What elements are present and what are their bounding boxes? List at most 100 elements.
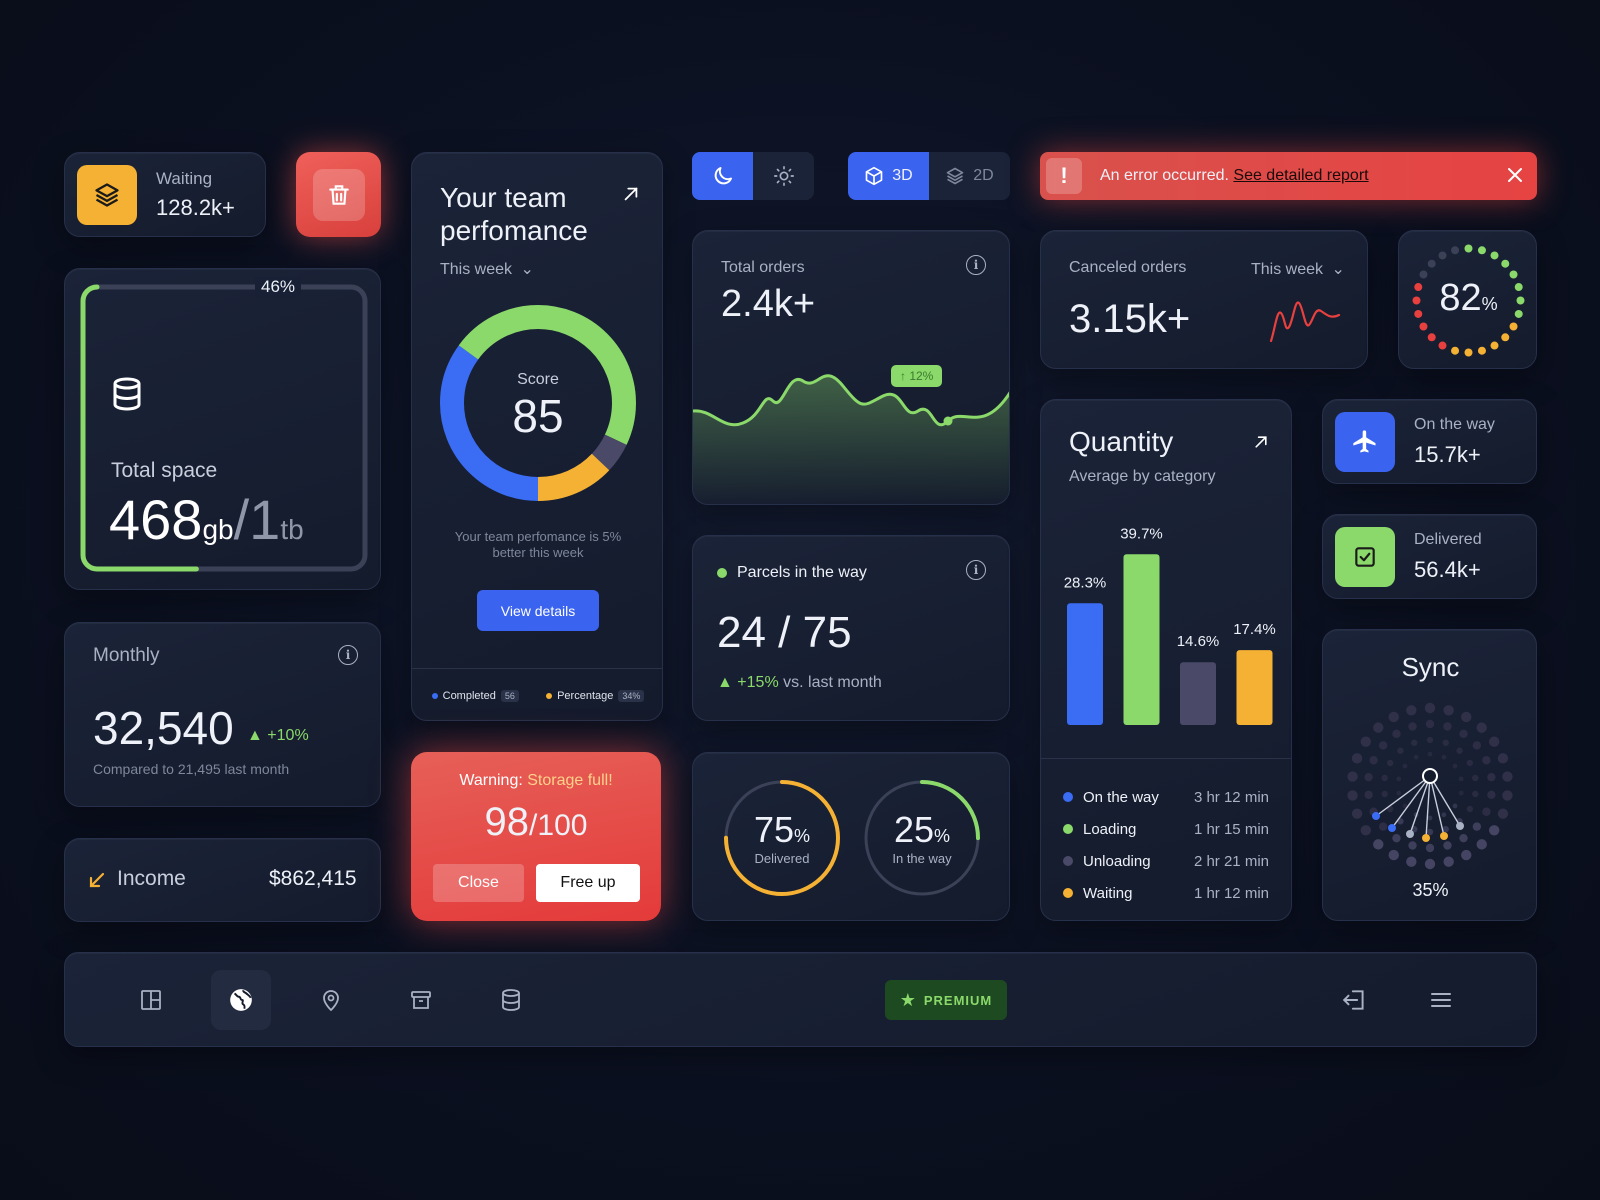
legend-item: Waiting 1 hr 12 min	[1063, 877, 1269, 909]
nav-location-button[interactable]	[301, 970, 361, 1030]
nav-archive-button[interactable]	[391, 970, 451, 1030]
menu-button[interactable]	[1411, 970, 1471, 1030]
score-value: 85	[512, 390, 564, 442]
alert-icon: !	[1046, 158, 1082, 194]
info-icon[interactable]: i	[338, 645, 358, 665]
mode-2d-button[interactable]: 2D	[929, 152, 1010, 200]
arrow-up-right-icon[interactable]	[622, 185, 640, 203]
sync-dot	[1472, 774, 1479, 782]
gauge-dot	[1516, 296, 1525, 305]
sync-dot	[1456, 747, 1463, 754]
delivered-ring	[724, 780, 840, 896]
nav-database-button[interactable]	[481, 970, 541, 1030]
nav-globe-button[interactable]	[211, 970, 271, 1030]
sync-dot	[1408, 722, 1417, 731]
team-period-dropdown[interactable]: This week ⌄	[440, 261, 534, 278]
team-note: Your team perfomance is 5% better this w…	[454, 529, 622, 560]
delivered-value: 56.4k+	[1414, 557, 1481, 582]
detailed-report-link[interactable]: See detailed report	[1233, 167, 1369, 184]
sync-dot	[1396, 790, 1402, 796]
sync-dot	[1466, 759, 1474, 767]
sync-title: Sync	[1401, 652, 1460, 682]
premium-badge[interactable]: ★ PREMIUM	[885, 980, 1007, 1020]
plane-icon	[1335, 412, 1395, 472]
info-icon[interactable]: i	[966, 255, 986, 275]
hamburger-menu-icon	[1431, 993, 1451, 1007]
mode-3d-button[interactable]: 3D	[848, 152, 929, 200]
gauge-dot	[1414, 309, 1423, 318]
canceled-orders-card: Canceled orders This week ⌄ 3.15k+	[1040, 230, 1368, 369]
legend-item-completed: Completed 56	[431, 689, 519, 702]
sync-line	[1425, 775, 1431, 839]
logout-icon	[1342, 990, 1364, 1010]
income-label: Income	[117, 867, 186, 890]
sync-dot	[1459, 729, 1468, 739]
quantity-bar-chart: 28.3% 39.7% 14.6% 17.4%	[1064, 525, 1276, 725]
sync-dot	[1472, 741, 1482, 750]
delete-button[interactable]	[296, 152, 381, 237]
sync-dot	[1443, 856, 1454, 867]
bottom-navigation: ★ PREMIUM	[64, 952, 1537, 1047]
sync-line	[1391, 775, 1431, 829]
sync-dot	[1406, 856, 1417, 867]
gauge-dot	[1451, 346, 1460, 355]
chevron-down-icon: ⌄	[520, 261, 534, 278]
sync-dot	[1351, 808, 1363, 819]
monthly-card: Monthly i 32,540 ▲ +10% Compared to 21,4…	[64, 622, 381, 807]
layout-icon	[141, 990, 161, 1010]
layers-icon	[77, 165, 137, 225]
sync-node	[1440, 832, 1448, 840]
sync-line	[1409, 775, 1431, 835]
sync-dot	[1441, 754, 1447, 760]
bar-3	[1236, 650, 1273, 725]
quantity-legend: On the way 3 hr 12 min Loading 1 hr 15 m…	[1041, 758, 1291, 909]
sync-dot	[1360, 825, 1372, 836]
gauge-dot	[1514, 283, 1523, 292]
info-icon[interactable]: i	[966, 560, 986, 580]
sync-dot	[1388, 711, 1399, 723]
sync-dot	[1442, 826, 1449, 833]
sync-hub	[1422, 768, 1438, 784]
gauge-dot	[1438, 251, 1447, 260]
sync-dot	[1378, 822, 1388, 831]
sync-dot	[1472, 790, 1479, 798]
light-mode-button[interactable]	[753, 152, 814, 200]
legend-item: On the way 3 hr 12 min	[1063, 781, 1269, 813]
gauge-dot	[1509, 322, 1518, 331]
orders-sparkline	[693, 374, 1009, 504]
close-button[interactable]: Close	[433, 864, 524, 902]
sync-dot	[1452, 803, 1458, 809]
gauge-dot	[1477, 346, 1486, 355]
ring-label-delivered: Delivered	[754, 851, 810, 866]
close-icon[interactable]	[1505, 165, 1525, 185]
sync-node	[1406, 830, 1414, 838]
nav-layout-button[interactable]	[121, 970, 181, 1030]
monthly-compare: Compared to 21,495 last month	[93, 761, 290, 777]
monthly-value: 32,540	[93, 702, 234, 754]
monthly-label: Monthly	[93, 645, 160, 666]
legend-item: Unloading 2 hr 21 min	[1063, 845, 1269, 877]
legend-dot	[431, 692, 438, 699]
total-orders-card: Total orders i 2.4k+ ↑ 12%	[692, 230, 1010, 505]
sync-dot	[1406, 705, 1417, 716]
dark-mode-button[interactable]	[692, 152, 753, 200]
sync-dot	[1425, 843, 1435, 853]
star-icon: ★	[899, 989, 916, 1010]
canceled-period-dropdown[interactable]: This week ⌄	[1251, 261, 1345, 278]
ring-progress	[864, 780, 980, 896]
sync-line	[1429, 775, 1445, 837]
storage-progress-frame	[80, 284, 368, 572]
view-details-button[interactable]: View details	[477, 590, 599, 631]
sync-dot	[1396, 776, 1402, 782]
storage-percent-label: 46%	[255, 277, 302, 297]
sync-dot	[1427, 815, 1433, 821]
sync-dot	[1459, 833, 1468, 843]
gauge-dot	[1438, 341, 1447, 350]
logout-button[interactable]	[1325, 970, 1385, 1030]
gauge-value: 82%	[1439, 277, 1498, 319]
parcels-label: Parcels in the way	[717, 564, 867, 582]
delivered-label: Delivered	[1414, 531, 1482, 548]
quantity-card: Quantity Average by category 28.3% 39.7% 1…	[1040, 399, 1292, 921]
free-up-button[interactable]: Free up	[536, 864, 640, 902]
arrow-up-right-icon[interactable]	[1253, 434, 1269, 450]
